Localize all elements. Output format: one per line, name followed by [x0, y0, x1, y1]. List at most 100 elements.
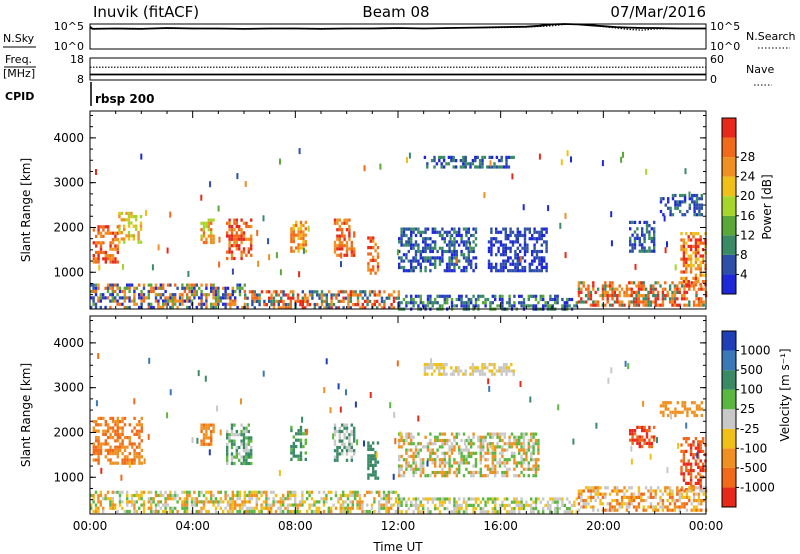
- velocity-scatter-point: [133, 398, 136, 405]
- power-scatter-point: [298, 271, 301, 278]
- velocity-scatter-point: [356, 439, 359, 446]
- velocity-scatter-point: [392, 473, 395, 480]
- power-echo-region: [90, 283, 246, 310]
- power-scatter-point: [489, 160, 492, 167]
- series-nsearch-line: [90, 23, 706, 31]
- time-tick-label: 04:00: [175, 519, 210, 533]
- velocity-ytick-label: 3000: [53, 381, 84, 395]
- power-scatter-point: [157, 244, 160, 251]
- velocity-scatter-point: [147, 433, 150, 440]
- power-colorbar-tick: 12: [740, 228, 755, 242]
- velocity-scatter-point: [486, 443, 489, 450]
- power-colorbar: 4 8 12 16 20 24 28 Power [dB]: [721, 117, 774, 295]
- time-tick-label: 20:00: [586, 519, 621, 533]
- velocity-colorbar-swatch: [722, 409, 736, 429]
- velocity-echo-region: [398, 497, 578, 514]
- power-ytick-label: 1000: [53, 265, 84, 279]
- velocity-scatter-point: [301, 416, 304, 423]
- power-scatter-point: [340, 261, 342, 268]
- power-colorbar-tick: 20: [740, 189, 755, 203]
- velocity-echo-region: [577, 486, 708, 512]
- power-scatter-point: [217, 205, 220, 212]
- velocity-echo-region: [200, 423, 215, 446]
- nave-tick-bottom: 0: [710, 73, 717, 86]
- velocity-scatter-point: [630, 458, 633, 465]
- power-scatter-point: [340, 252, 343, 259]
- power-echo-region: [200, 218, 215, 245]
- power-scatter-point: [151, 264, 154, 271]
- velocity-colorbar-swatch: [722, 428, 736, 449]
- velocity-scatter-point: [363, 440, 365, 447]
- power-scatter-point: [275, 252, 278, 259]
- power-scatter-point: [379, 163, 382, 170]
- power-scatter-point: [279, 158, 281, 165]
- velocity-scatter-point: [143, 458, 146, 465]
- time-tick-label: 12:00: [381, 519, 416, 533]
- power-colorbar-swatch: [722, 176, 736, 197]
- nsky-tick-bottom: 10^0: [54, 40, 84, 53]
- velocity-scatter-point: [191, 437, 194, 443]
- power-scatter-point: [218, 236, 221, 243]
- velocity-colorbar-swatch: [722, 389, 736, 410]
- velocity-scatter-point: [696, 452, 699, 459]
- power-scatter-point: [620, 156, 623, 163]
- power-colorbar-tick: 4: [740, 267, 748, 281]
- power-scatter-point: [408, 152, 411, 159]
- power-scatter-point: [515, 235, 518, 242]
- power-scatter-point: [564, 212, 567, 219]
- power-echo-region: [659, 193, 703, 217]
- power-scatter-point: [187, 270, 190, 277]
- velocity-scatter-point: [197, 370, 200, 377]
- velocity-scatter-point: [699, 473, 702, 480]
- velocity-colorbar-tick: 100: [740, 383, 763, 397]
- velocity-colorbar-swatch: [722, 467, 736, 488]
- velocity-echo-region: [423, 363, 515, 376]
- velocity-scatter-point: [389, 402, 392, 409]
- velocity-scatter-point: [219, 429, 222, 436]
- power-scatter-point: [547, 205, 550, 212]
- power-scatter-point: [469, 244, 471, 251]
- power-echo-region: [398, 294, 578, 311]
- velocity-scatter-point: [120, 474, 123, 481]
- velocity-scatter-point: [399, 431, 402, 438]
- power-scatter-point: [519, 256, 522, 263]
- velocity-scatter-point: [337, 383, 340, 390]
- velocity-scatter-point: [148, 357, 151, 364]
- nsky-panel: N.Sky 10^5 10^0 10^5 10^0 N.Search: [3, 20, 796, 53]
- power-scatter-point: [511, 173, 514, 180]
- velocity-ytick-label: 2000: [53, 425, 84, 439]
- power-colorbar-swatch: [722, 274, 736, 294]
- nsearch-label: N.Search: [746, 30, 796, 43]
- power-scatter-point: [166, 247, 169, 254]
- power-echo-region: [244, 290, 400, 310]
- velocity-colorbar-tick: -25: [740, 422, 760, 436]
- velocity-scatter-point: [426, 460, 429, 467]
- power-scatter-point: [674, 264, 677, 271]
- power-ytick-label: 2000: [53, 220, 84, 234]
- power-scatter-point: [570, 156, 572, 163]
- power-echo-region: [367, 236, 380, 275]
- power-scatter-point: [268, 254, 271, 261]
- velocity-echo-region: [226, 423, 253, 466]
- power-colorbar-swatch: [722, 118, 736, 138]
- velocity-scatter-point: [375, 451, 378, 458]
- power-scatter-point: [209, 181, 212, 188]
- velocity-colorbar-label: Velocity [m s⁻¹]: [778, 348, 792, 441]
- velocity-scatter-point: [345, 389, 347, 396]
- power-scatter-point: [406, 157, 408, 163]
- velocity-scatter-point: [685, 422, 688, 429]
- power-scatter-point: [564, 252, 567, 259]
- velocity-scatter-point: [329, 407, 332, 414]
- power-scatter-point: [645, 168, 648, 175]
- velocity-scatter-point: [306, 428, 309, 435]
- velocity-echo-region: [333, 423, 356, 462]
- power-scatter-point: [610, 240, 613, 247]
- power-scatter-point: [95, 169, 97, 175]
- freq-panel: Freq. [MHz] 18 8 60 0 Nave: [3, 53, 774, 86]
- power-scatter-point: [363, 165, 366, 172]
- power-scatter-point: [559, 222, 562, 229]
- velocity-scatter-point: [339, 406, 342, 413]
- power-scatter-point: [560, 159, 563, 166]
- velocity-echo-region: [290, 425, 307, 461]
- nsearch-tick-bottom: 10^0: [710, 40, 740, 53]
